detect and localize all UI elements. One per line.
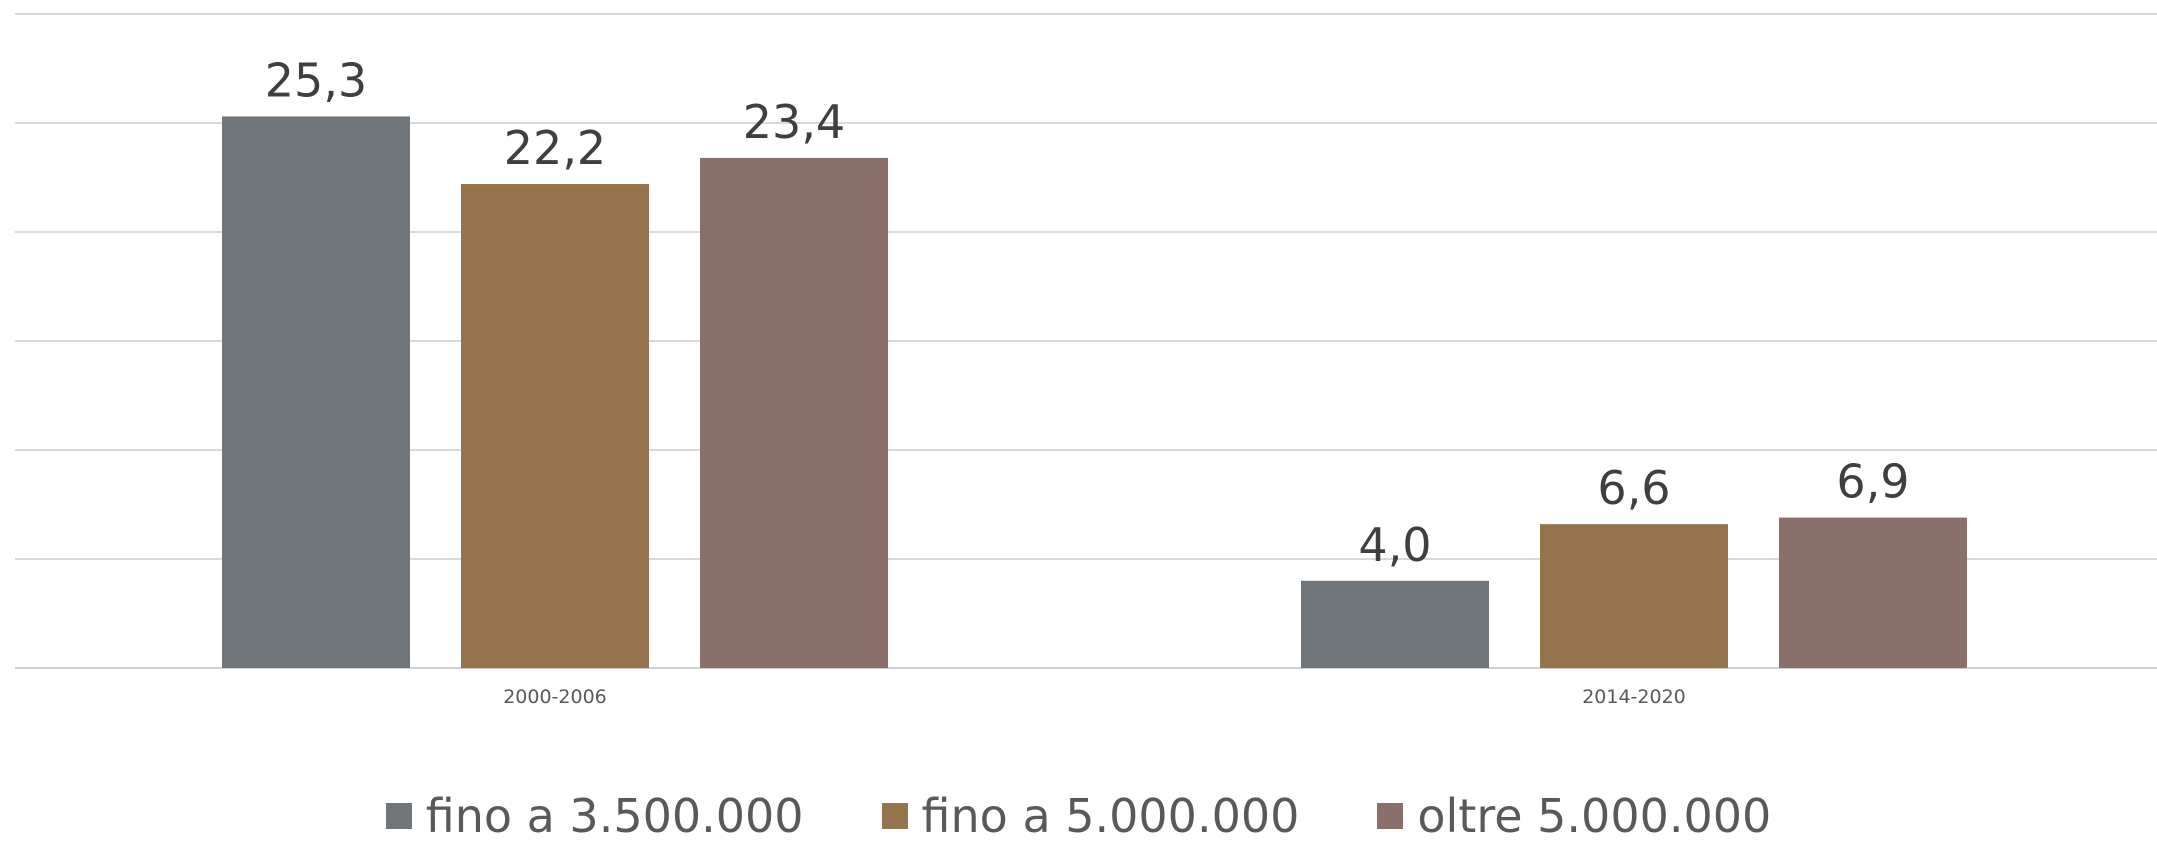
category-labels: 2000-2006 2014-2020 bbox=[503, 686, 1686, 708]
bar-1-3 bbox=[700, 157, 888, 668]
bar-chart: 25,3 22,2 23,4 4,0 6,6 6,9 2000-2006 2014-2020 bbox=[15, 13, 2157, 708]
data-label-1-2: 22,2 bbox=[504, 121, 606, 175]
data-label-2-3: 6,9 bbox=[1836, 455, 1909, 509]
legend: fino a 3.500.000 fino a 5.000.000 oltre 5.… bbox=[0, 790, 2157, 842]
bar-1-2 bbox=[461, 184, 649, 669]
bar-2-3 bbox=[1779, 517, 1967, 668]
legend-item-3: oltre 5.000.000 bbox=[1377, 790, 1771, 842]
legend-label: fino a 5.000.000 bbox=[921, 789, 1300, 843]
data-label-1-1: 25,3 bbox=[265, 53, 367, 107]
category-label-2: 2014-2020 bbox=[1582, 686, 1686, 708]
data-label-2-1: 4,0 bbox=[1358, 518, 1431, 572]
bars bbox=[222, 116, 1967, 669]
data-label-1-3: 23,4 bbox=[743, 95, 845, 149]
legend-label: oltre 5.000.000 bbox=[1417, 789, 1772, 843]
data-labels: 25,3 22,2 23,4 4,0 6,6 6,9 bbox=[265, 53, 1910, 571]
bar-2-2 bbox=[1540, 524, 1728, 668]
legend-swatch bbox=[1377, 803, 1404, 829]
bar-1-1 bbox=[222, 116, 410, 668]
data-label-2-2: 6,6 bbox=[1597, 461, 1670, 515]
category-label-1: 2000-2006 bbox=[503, 686, 607, 708]
legend-item-2: fino a 5.000.000 bbox=[881, 789, 1300, 843]
legend-label: fino a 3.500.000 bbox=[425, 789, 804, 843]
legend-item-1: fino a 3.500.000 bbox=[385, 789, 804, 843]
bar-2-1 bbox=[1301, 580, 1489, 668]
legend-swatch bbox=[385, 803, 412, 829]
legend-swatch bbox=[881, 803, 908, 829]
